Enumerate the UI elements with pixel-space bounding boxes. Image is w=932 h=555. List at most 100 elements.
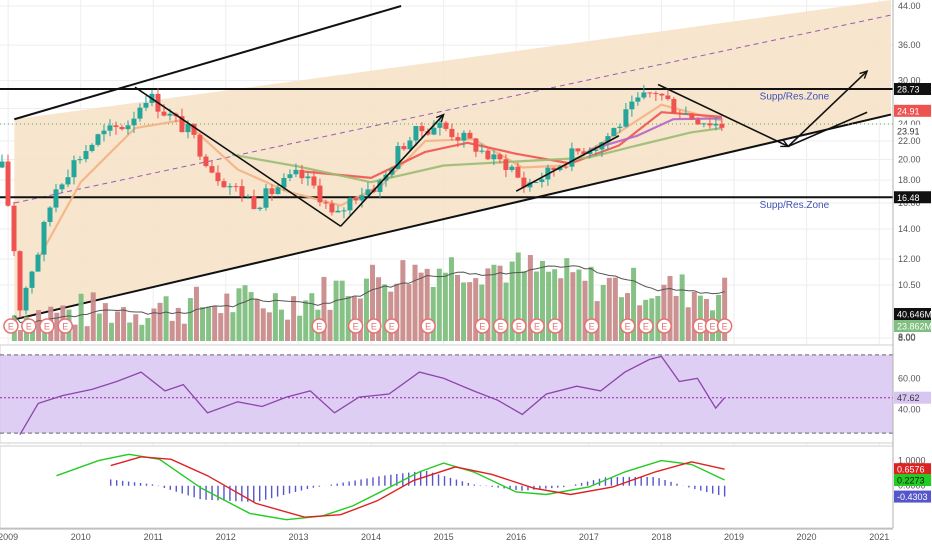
candle-body (311, 176, 317, 186)
candle-body (17, 251, 23, 311)
volume-bar (327, 309, 333, 341)
candle-body (47, 207, 53, 222)
macd-badge-box (894, 490, 931, 503)
channel-lower-line (14, 113, 892, 321)
candle-body (419, 126, 425, 132)
earnings-marker (474, 318, 491, 334)
candle-body (341, 210, 347, 212)
candle-body (461, 132, 467, 141)
volume-bar (115, 311, 121, 341)
candle-body (281, 177, 287, 188)
volume-bar (376, 277, 382, 341)
candle-body (131, 118, 137, 126)
candle-body (521, 177, 527, 188)
candle-body (581, 151, 587, 155)
volume-bar (272, 293, 278, 341)
earnings-marker (366, 318, 382, 334)
volume-bar (230, 312, 236, 341)
price-badge-text: 28.73 (897, 85, 920, 95)
macd-line (56, 453, 725, 521)
volume-bar (345, 296, 351, 341)
volume-bar (108, 322, 114, 341)
candle-body (269, 188, 275, 195)
candle-body (491, 154, 497, 160)
channel-upper-line (14, 5, 402, 121)
volume-bar (370, 264, 376, 341)
macd-badge: -0.4303 (894, 490, 931, 503)
candle-body (473, 138, 479, 152)
candle-body (275, 187, 281, 195)
candle-body (671, 99, 677, 114)
candle-body (335, 210, 341, 213)
macd-badge-text: 0.2273 (897, 476, 925, 486)
earnings-marker-label: E (389, 322, 395, 332)
candle-body (659, 93, 665, 96)
candle-body (485, 150, 491, 160)
volume-bar (455, 274, 461, 341)
candle-body (245, 196, 251, 198)
candle-body (119, 126, 125, 130)
volume-bar (260, 308, 266, 341)
volume-bar (321, 276, 327, 341)
volume-bar (242, 285, 248, 341)
volume-bar (582, 280, 588, 341)
volume-bar (133, 314, 139, 341)
volume-bar (448, 257, 454, 341)
earnings-marker-label: E (589, 322, 595, 332)
trend-line (340, 114, 445, 227)
candle-body (203, 156, 209, 167)
candle-body (575, 148, 581, 152)
candle-body (695, 119, 701, 125)
earnings-marker-label: E (722, 322, 728, 332)
candle-body (347, 197, 353, 211)
candle-body (527, 182, 533, 188)
time-tick-label: 2009 (0, 532, 18, 542)
trend-line (515, 135, 620, 192)
volume-bar (333, 280, 339, 341)
candle-body (437, 122, 443, 128)
candle-body (233, 186, 239, 188)
volume-bar (96, 313, 102, 341)
rsi-band-fill (0, 354, 893, 434)
volume-bar (84, 326, 90, 341)
candle-body (11, 205, 17, 252)
volume-badge-text: 23.862M (897, 322, 932, 332)
earnings-marker-label: E (498, 322, 504, 332)
volume-bar (309, 293, 315, 341)
candle-body (185, 124, 191, 133)
trend-line (787, 70, 868, 147)
candle-body (29, 271, 35, 288)
candle-body (455, 137, 461, 141)
time-tick-label: 2015 (434, 532, 454, 542)
candle-body (305, 176, 311, 179)
volume-bar (285, 319, 291, 341)
volume-bar (248, 292, 254, 341)
candle-body (299, 169, 305, 179)
volume-bar (278, 309, 284, 341)
time-tick-label: 2020 (797, 532, 817, 542)
earnings-marker (716, 318, 733, 334)
candle-body (95, 134, 101, 145)
volume-bar (102, 303, 108, 341)
candle-body (449, 128, 455, 138)
candle-body (257, 207, 263, 210)
candle-body (5, 161, 11, 206)
candle-body (647, 92, 653, 94)
price-badge-text: 16.48 (897, 193, 920, 203)
volume-bar (442, 272, 448, 341)
price-badge-text: 24.91 (897, 106, 920, 116)
volume-bar (200, 307, 206, 341)
earnings-marker (420, 318, 436, 334)
volume-bar (382, 284, 388, 341)
candle-body (563, 166, 569, 168)
macd-badge: 0.2273 (894, 474, 931, 487)
candle-body (365, 189, 371, 196)
trend-line (657, 83, 789, 148)
candle-body (323, 202, 329, 204)
macd-tick-label: 1.0000 (898, 456, 926, 466)
candle-body (407, 140, 413, 150)
volume-bar (491, 264, 497, 341)
volume-bar (212, 305, 218, 341)
candle-body (293, 169, 299, 175)
